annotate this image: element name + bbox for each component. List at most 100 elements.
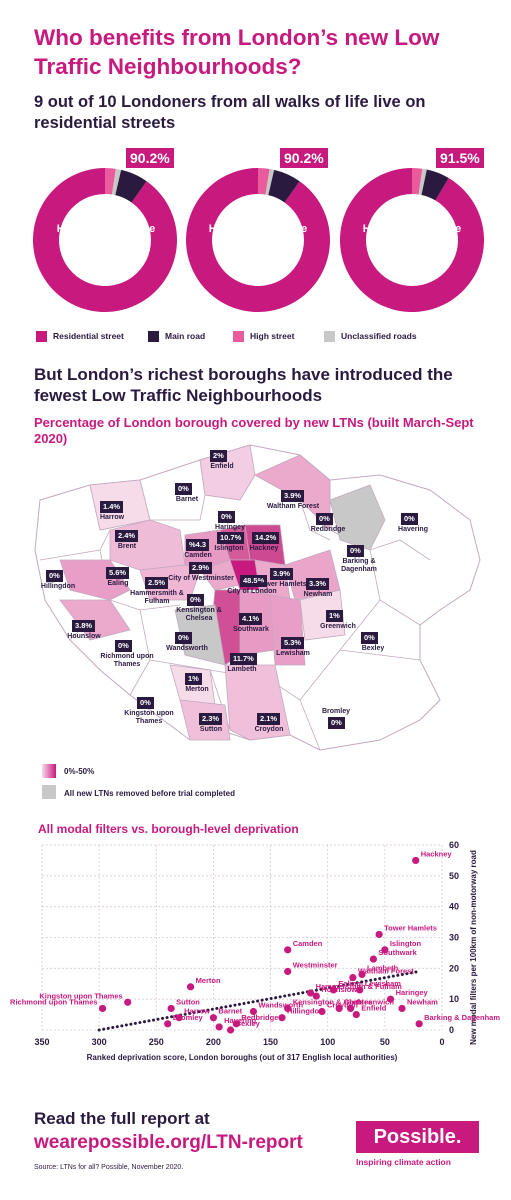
donut-3-slice-residential bbox=[340, 167, 484, 312]
borough-hammersmith-fulham-pct: 2.5% bbox=[145, 577, 169, 589]
borough-hounslow-pct: 3.8% bbox=[72, 620, 96, 632]
footer-link[interactable]: wearepossible.org/LTN-report bbox=[34, 1132, 303, 1153]
point-camden bbox=[284, 946, 292, 954]
point-label-southwark: Southwark bbox=[378, 948, 417, 957]
borough-hillingdon-pct: 0% bbox=[46, 570, 63, 582]
borough-southwark-pct: 4.1% bbox=[239, 613, 263, 625]
donut-1-label: Household income less than £20k bbox=[56, 223, 156, 249]
point-label-redbridge: Redbridge bbox=[241, 1013, 278, 1022]
trend-line bbox=[97, 969, 421, 1032]
point-hillingdon bbox=[278, 1014, 286, 1022]
borough-newham-pct: 3.3% bbox=[306, 578, 330, 590]
x-tick-7: 0 bbox=[439, 1037, 444, 1047]
borough-lewisham-name: Lewisham bbox=[276, 650, 310, 657]
point-kensington-chelsea bbox=[284, 1004, 292, 1013]
legend-high-label: High street bbox=[250, 331, 295, 341]
y-tick-1: 10 bbox=[449, 994, 459, 1004]
donut-2-pct: 90.2% bbox=[280, 148, 328, 168]
x-tick-6: 50 bbox=[380, 1037, 390, 1047]
borough-sutton-name: Sutton bbox=[199, 726, 223, 733]
borough-newham-name: Newham bbox=[303, 591, 333, 598]
borough-tower-hamlets-pct: 3.9% bbox=[270, 568, 294, 580]
legend-unclassified-label: Unclassified roads bbox=[341, 331, 417, 341]
legend-unclassified-swatch bbox=[324, 331, 335, 343]
point-label-hounslow: Hounslow bbox=[321, 985, 357, 994]
borough-southwark-name: Southwark bbox=[233, 626, 269, 633]
y-axis-label: New modal filters per 100km of non-motor… bbox=[469, 850, 478, 1045]
y-tick-3: 30 bbox=[449, 933, 459, 943]
borough-city-of-westminster-name: City of Westminster bbox=[168, 575, 234, 582]
borough-city-of-westminster-pct: 2.9% bbox=[189, 562, 213, 574]
point-label-hackney: Hackney bbox=[421, 849, 453, 858]
donut-2-slice-unclassified bbox=[265, 168, 275, 196]
map-legend-removed-swatch bbox=[42, 785, 56, 799]
point-ealing bbox=[329, 986, 338, 994]
scatter-title: All modal filters vs. borough-level depr… bbox=[38, 822, 299, 836]
x-tick-5: 100 bbox=[320, 1037, 335, 1047]
point-label-islington: Islington bbox=[390, 939, 422, 948]
point-lambeth bbox=[358, 970, 366, 979]
donut-2-label: Household income £20k–£49k bbox=[208, 223, 308, 249]
point-kingston-upon-thames bbox=[124, 998, 132, 1006]
point-label-kensington-chelsea: Kensington & Chelsea bbox=[293, 997, 373, 1006]
region-hammersmith bbox=[139, 564, 201, 601]
point-enfield bbox=[352, 1010, 360, 1019]
point-label-croydon: Croydon bbox=[327, 1001, 358, 1010]
point-harrow bbox=[175, 1014, 183, 1022]
legend-main-label: Main road bbox=[165, 331, 206, 341]
point-hackney bbox=[412, 856, 420, 865]
borough-tower-hamlets-name: Tower Hamlets bbox=[257, 581, 307, 588]
point-label-hillingdon: Hillingdon bbox=[287, 1007, 324, 1016]
legend-high-swatch bbox=[233, 331, 244, 343]
y-tick-2: 20 bbox=[449, 963, 459, 973]
point-southwark bbox=[369, 955, 378, 963]
point-haringey bbox=[386, 995, 395, 1003]
point-label-ealing: Ealing bbox=[338, 979, 361, 988]
point-label-haringey: Haringey bbox=[396, 988, 429, 997]
donut-3-label: Household income £50k+ bbox=[362, 223, 462, 249]
x-tick-0: 350 bbox=[34, 1037, 49, 1047]
point-label-lewisham: Lewisham bbox=[365, 979, 402, 988]
borough-brent-name: Brent bbox=[117, 543, 137, 550]
borough-merton-name: Merton bbox=[185, 686, 209, 693]
point-label-kingston-upon-thames: Kingston upon Thames bbox=[39, 991, 122, 1000]
borough-ealing-name: Ealing bbox=[107, 580, 129, 587]
donut-2-slice-high bbox=[258, 168, 270, 195]
borough-croydon-name: Croydon bbox=[254, 726, 284, 733]
point-label-wandsworth: Wandsworth bbox=[258, 1001, 303, 1010]
point-lewisham bbox=[356, 986, 364, 994]
y-tick-5: 50 bbox=[449, 871, 459, 881]
point-havering bbox=[215, 1023, 223, 1031]
region-redbridge bbox=[329, 484, 386, 551]
y-tick-0: 0 bbox=[449, 1025, 454, 1035]
x-tick-4: 150 bbox=[263, 1037, 278, 1047]
borough-havering-name: Havering bbox=[398, 526, 428, 533]
point-label-barnet: Barnet bbox=[218, 1007, 242, 1016]
borough-camden-name: Camden bbox=[184, 552, 212, 559]
point-label-newham: Newham bbox=[407, 997, 438, 1006]
point-barnet bbox=[209, 1014, 218, 1022]
borough-harrow-pct: 1.4% bbox=[100, 501, 124, 513]
borough-richmond-upon-thames-pct: 0% bbox=[115, 640, 132, 652]
point-bexley bbox=[226, 1026, 235, 1034]
point-label-richmond-upon-thames: Richmond upon Thames bbox=[10, 997, 98, 1006]
borough-islington-pct: 10.7% bbox=[217, 532, 245, 544]
legend-unclassified: Unclassified roads bbox=[324, 331, 417, 343]
scatter-chart: 350 300 250 200 150 100 50 00 10 20 30 40 50 60 Ranked… bbox=[10, 840, 500, 1062]
borough-bexley-name: Bexley bbox=[361, 645, 385, 652]
x-tick-1: 300 bbox=[92, 1037, 107, 1047]
point-tower-hamlets bbox=[375, 930, 383, 939]
donut-1-slice-unclassified bbox=[111, 168, 122, 196]
borough-haringey-name: Haringey bbox=[215, 524, 245, 531]
source-note: Source: LTNs for all? Possible, November… bbox=[34, 1164, 184, 1171]
borough-greenwich-name: Greenwich bbox=[320, 623, 356, 630]
borough-lewisham-pct: 5.3% bbox=[281, 637, 305, 649]
borough-camden-pct: %4.3 bbox=[186, 539, 210, 551]
point-richmond-upon-thames bbox=[98, 1004, 107, 1013]
borough-hackney-name: Hackney bbox=[249, 545, 279, 552]
point-label-harrow: Harrow bbox=[184, 1007, 210, 1016]
point-brent bbox=[335, 1004, 343, 1013]
point-label-lambeth: Lambeth bbox=[367, 964, 399, 973]
legend-residential-label: Residential street bbox=[53, 331, 124, 341]
borough-waltham-forest-pct: 3.9% bbox=[281, 490, 305, 502]
